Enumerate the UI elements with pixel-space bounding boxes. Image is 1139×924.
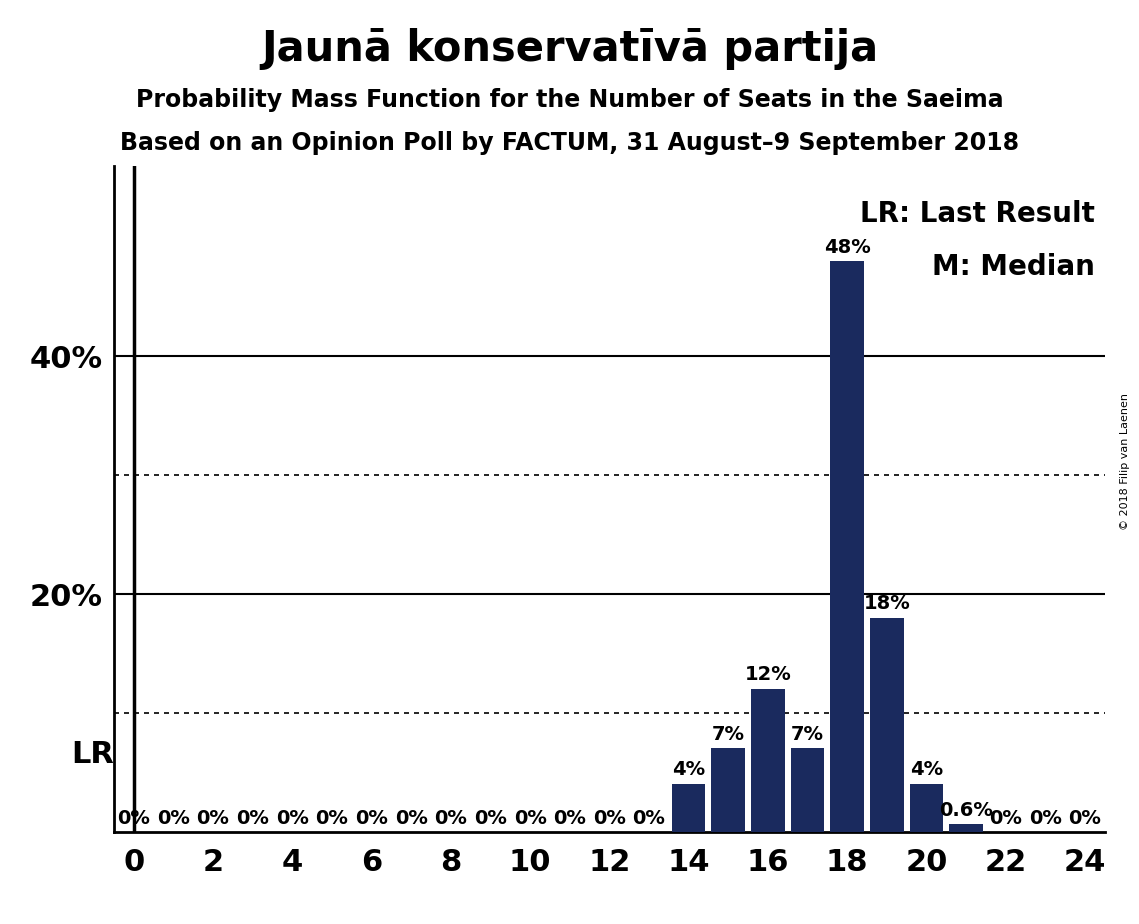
Bar: [830, 261, 865, 832]
Text: 7%: 7%: [792, 724, 823, 744]
Text: LR: LR: [71, 740, 114, 769]
Text: 0%: 0%: [197, 809, 229, 828]
Bar: [790, 748, 825, 832]
Text: 0%: 0%: [1029, 809, 1062, 828]
Text: 4%: 4%: [910, 760, 943, 779]
Bar: [712, 748, 745, 832]
Bar: [672, 784, 705, 832]
Text: 0%: 0%: [990, 809, 1022, 828]
Text: 0%: 0%: [157, 809, 190, 828]
Text: Jaunā konservatīvā partija: Jaunā konservatīvā partija: [261, 28, 878, 69]
Text: Based on an Opinion Poll by FACTUM, 31 August–9 September 2018: Based on an Opinion Poll by FACTUM, 31 A…: [120, 131, 1019, 155]
Text: 0%: 0%: [593, 809, 625, 828]
Bar: [751, 689, 785, 832]
Text: M: Median: M: Median: [932, 253, 1095, 281]
Text: 0%: 0%: [276, 809, 309, 828]
Text: 0%: 0%: [474, 809, 507, 828]
Text: Probability Mass Function for the Number of Seats in the Saeima: Probability Mass Function for the Number…: [136, 88, 1003, 112]
Text: 0%: 0%: [355, 809, 388, 828]
Text: 0%: 0%: [1068, 809, 1101, 828]
Text: © 2018 Filip van Laenen: © 2018 Filip van Laenen: [1120, 394, 1130, 530]
Text: M: M: [859, 495, 915, 550]
Text: 0%: 0%: [117, 809, 150, 828]
Text: 0.6%: 0.6%: [940, 801, 993, 820]
Bar: [910, 784, 943, 832]
Text: 0%: 0%: [632, 809, 665, 828]
Text: 12%: 12%: [745, 665, 792, 685]
Text: 0%: 0%: [434, 809, 467, 828]
Text: 0%: 0%: [514, 809, 547, 828]
Text: 4%: 4%: [672, 760, 705, 779]
Text: 0%: 0%: [395, 809, 427, 828]
Text: 0%: 0%: [554, 809, 587, 828]
Bar: [949, 824, 983, 832]
Text: LR: Last Result: LR: Last Result: [860, 200, 1095, 227]
Text: 48%: 48%: [823, 237, 870, 257]
Text: 7%: 7%: [712, 724, 745, 744]
Bar: [870, 618, 903, 832]
Text: 18%: 18%: [863, 594, 910, 613]
Text: 0%: 0%: [236, 809, 269, 828]
Text: 0%: 0%: [316, 809, 349, 828]
